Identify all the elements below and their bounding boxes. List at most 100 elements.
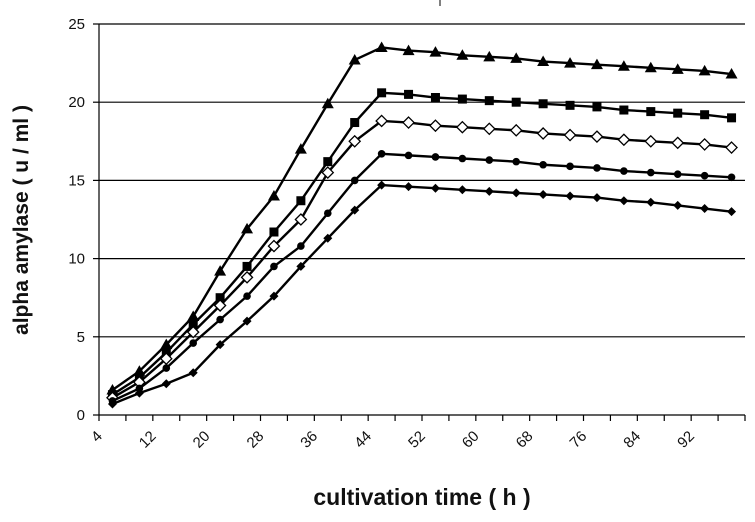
point-circle-filled-22 [216,315,224,324]
point-diamond-filled-58 [457,185,467,195]
point-triangle-filled-58 [456,49,469,60]
point-diamond-filled-38 [323,233,333,243]
point-diamond-filled-90 [673,200,683,210]
point-diamond-open-38 [321,166,335,179]
point-diamond-filled-42 [350,205,360,215]
point-diamond-filled-66 [511,188,521,198]
series-triangle-filled [106,41,738,395]
point-square-filled-18 [188,319,198,329]
point-diamond-open-90 [671,136,685,150]
point-square-filled-38 [323,157,333,167]
point-triangle-filled-26 [241,222,254,234]
point-triangle-filled-38 [321,97,334,109]
point-triangle-filled-78 [590,58,603,70]
point-triangle-filled-30 [267,190,280,201]
series-circle-filled [108,150,736,405]
point-diamond-open-62 [482,122,496,136]
x-tick-labels: 4 12 20 28 36 44 52 60 68 76 84 92 [88,415,746,452]
point-diamond-filled-46 [377,180,387,190]
grid-lines [99,23,745,338]
series-line-triangle-filled [111,46,732,391]
point-diamond-open-22 [213,299,227,312]
point-triangle-filled-46 [375,41,388,52]
point-diamond-filled-30 [269,291,279,301]
point-circle-filled-30 [270,262,278,271]
point-triangle-filled-74 [564,57,577,68]
point-triangle-filled-94 [698,64,711,76]
point-diamond-open-30 [267,239,281,253]
series-line-circle-filled [111,152,732,403]
x-tick-label-52: 52 [405,428,429,452]
point-square-filled-82 [619,105,629,115]
point-circle-filled-98 [727,173,736,182]
point-circle-filled-54 [431,153,440,161]
point-square-filled-46 [377,88,387,98]
point-diamond-filled-6 [107,399,117,409]
point-square-filled-74 [565,100,575,110]
point-circle-filled-90 [673,170,682,178]
point-circle-filled-82 [620,167,628,175]
point-diamond-open-58 [455,120,469,134]
series-diamond-open [106,114,738,405]
point-triangle-filled-98 [725,68,738,79]
y-tick-label-20: 20 [68,94,85,111]
y-tick-label-10: 10 [68,251,85,268]
point-circle-filled-78 [593,164,601,172]
point-triangle-filled-34 [294,143,307,154]
series-line-diamond-filled [112,183,732,406]
point-diamond-open-50 [402,116,415,129]
point-circle-filled-62 [485,156,494,164]
point-diamond-filled-54 [430,183,440,193]
point-diamond-open-94 [698,138,712,151]
point-triangle-filled-54 [429,46,442,57]
x-tick-label-92: 92 [674,428,698,452]
point-diamond-open-78 [590,130,604,144]
point-triangle-filled-62 [483,50,496,62]
point-square-filled-70 [538,99,548,109]
x-tick-label-28: 28 [244,428,268,452]
point-circle-filled-18 [189,339,198,347]
point-triangle-filled-66 [510,52,523,63]
point-circle-filled-14 [162,364,171,372]
x-tick-label-12: 12 [136,428,160,452]
point-circle-filled-46 [377,150,386,158]
point-square-filled-22 [215,293,225,303]
point-diamond-open-14 [159,352,173,366]
point-diamond-open-66 [509,123,523,137]
y-tick-label-5: 5 [77,329,85,346]
point-triangle-filled-70 [537,55,550,67]
point-diamond-open-98 [725,141,738,154]
point-square-filled-98 [727,113,737,123]
data-series [106,41,738,409]
point-diamond-filled-14 [161,379,171,389]
point-square-filled-34 [296,196,306,206]
series-diamond-filled [107,180,737,409]
y-tick-label-15: 15 [68,172,85,189]
point-triangle-filled-50 [402,44,415,56]
point-diamond-open-34 [294,213,308,226]
point-triangle-filled-14 [160,338,173,350]
x-tick-label-68: 68 [513,428,537,452]
x-tick-label-84: 84 [620,428,644,452]
x-axis-title: cultivation time ( h ) [313,484,530,510]
point-circle-filled-70 [539,160,547,169]
point-triangle-filled-42 [348,53,361,65]
point-circle-filled-26 [243,292,251,300]
point-diamond-filled-98 [727,207,737,217]
point-diamond-filled-18 [188,368,198,378]
point-triangle-filled-86 [644,61,657,73]
x-tick-label-4: 4 [88,428,106,446]
point-diamond-open-46 [375,114,389,128]
point-diamond-filled-82 [619,196,629,206]
point-circle-filled-94 [700,171,709,180]
point-circle-filled-66 [512,157,521,166]
point-circle-filled-10 [135,384,144,393]
point-triangle-filled-90 [671,63,684,74]
point-diamond-open-70 [536,127,550,140]
y-tick-label-25: 25 [68,16,85,33]
point-triangle-filled-22 [214,265,227,276]
point-square-filled-58 [457,94,467,104]
point-diamond-filled-86 [646,197,656,207]
point-circle-filled-34 [297,242,305,250]
